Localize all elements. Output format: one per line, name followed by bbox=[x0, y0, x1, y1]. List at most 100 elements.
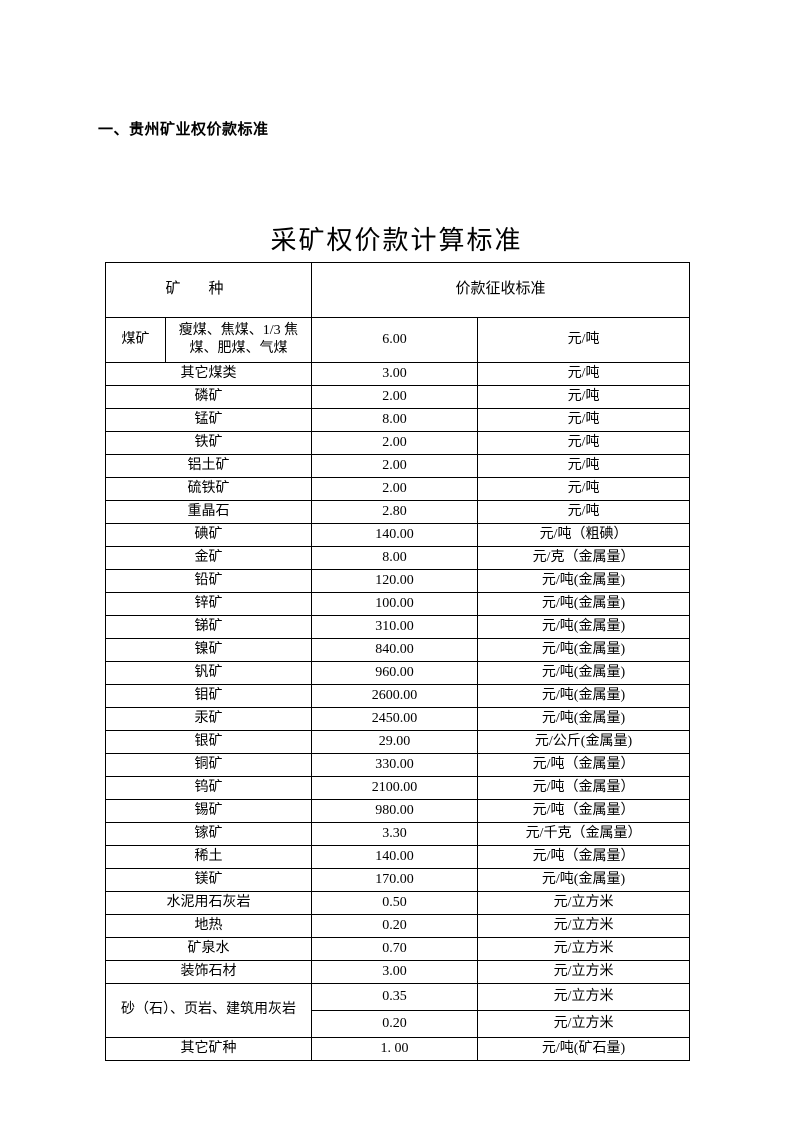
header-mineral: 矿种 bbox=[106, 263, 312, 318]
mineral-cell: 矿泉水 bbox=[106, 938, 312, 961]
value-cell: 1. 00 bbox=[312, 1038, 478, 1061]
table-row: 砂（石）、页岩、建筑用灰岩 0.35 元/立方米 bbox=[106, 984, 690, 1011]
header-mineral-char2: 种 bbox=[209, 281, 252, 297]
mineral-cell: 镁矿 bbox=[106, 869, 312, 892]
header-mineral-char1: 矿 bbox=[165, 281, 208, 297]
mineral-cell: 钨矿 bbox=[106, 777, 312, 800]
unit-cell: 元/立方米 bbox=[478, 961, 690, 984]
mineral-cell: 锰矿 bbox=[106, 409, 312, 432]
table-row: 铝土矿2.00元/吨 bbox=[106, 455, 690, 478]
value-cell: 330.00 bbox=[312, 754, 478, 777]
unit-cell: 元/吨 bbox=[478, 432, 690, 455]
value-cell: 0.50 bbox=[312, 892, 478, 915]
value-cell: 3.30 bbox=[312, 823, 478, 846]
table-row: 汞矿2450.00元/吨(金属量) bbox=[106, 708, 690, 731]
mineral-cell: 地热 bbox=[106, 915, 312, 938]
value-cell: 2.00 bbox=[312, 432, 478, 455]
mineral-cell: 镓矿 bbox=[106, 823, 312, 846]
value-cell: 0.70 bbox=[312, 938, 478, 961]
table-row: 金矿8.00元/克（金属量） bbox=[106, 547, 690, 570]
value-cell: 2.00 bbox=[312, 386, 478, 409]
unit-cell: 元/吨 bbox=[478, 455, 690, 478]
unit-cell: 元/吨 bbox=[478, 478, 690, 501]
table-row: 钨矿2100.00元/吨（金属量） bbox=[106, 777, 690, 800]
value-cell: 0.20 bbox=[312, 915, 478, 938]
unit-cell: 元/吨（金属量） bbox=[478, 754, 690, 777]
table-row: 锡矿980.00元/吨（金属量） bbox=[106, 800, 690, 823]
value-cell: 2.80 bbox=[312, 501, 478, 524]
table-row: 银矿29.00元/公斤(金属量) bbox=[106, 731, 690, 754]
mineral-cell: 镍矿 bbox=[106, 639, 312, 662]
table-row: 装饰石材3.00元/立方米 bbox=[106, 961, 690, 984]
value-cell: 2.00 bbox=[312, 455, 478, 478]
sand-label: 砂（石）、页岩、建筑用灰岩 bbox=[106, 984, 312, 1038]
mineral-cell: 其它矿种 bbox=[106, 1038, 312, 1061]
table-row: 镓矿3.30元/千克（金属量） bbox=[106, 823, 690, 846]
coal-unit: 元/吨 bbox=[478, 318, 690, 363]
value-cell: 140.00 bbox=[312, 846, 478, 869]
table-row: 水泥用石灰岩0.50元/立方米 bbox=[106, 892, 690, 915]
table-row: 稀土140.00元/吨（金属量） bbox=[106, 846, 690, 869]
unit-cell: 元/吨(矿石量) bbox=[478, 1038, 690, 1061]
unit-cell: 元/公斤(金属量) bbox=[478, 731, 690, 754]
mineral-cell: 银矿 bbox=[106, 731, 312, 754]
value-cell: 170.00 bbox=[312, 869, 478, 892]
table-row: 镍矿840.00元/吨(金属量) bbox=[106, 639, 690, 662]
table-row: 钒矿960.00元/吨(金属量) bbox=[106, 662, 690, 685]
mineral-cell: 钼矿 bbox=[106, 685, 312, 708]
mineral-cell: 金矿 bbox=[106, 547, 312, 570]
mineral-cell: 硫铁矿 bbox=[106, 478, 312, 501]
unit-cell: 元/克（金属量） bbox=[478, 547, 690, 570]
table-row: 锰矿8.00元/吨 bbox=[106, 409, 690, 432]
table-row: 铁矿2.00元/吨 bbox=[106, 432, 690, 455]
unit-cell: 元/吨 bbox=[478, 386, 690, 409]
table-row: 锑矿310.00元/吨(金属量) bbox=[106, 616, 690, 639]
unit-cell: 元/吨（金属量） bbox=[478, 800, 690, 823]
unit-cell: 元/吨(金属量) bbox=[478, 593, 690, 616]
unit-cell: 元/立方米 bbox=[478, 892, 690, 915]
table-title: 采矿权价款计算标准 bbox=[0, 220, 793, 257]
mineral-cell: 钒矿 bbox=[106, 662, 312, 685]
value-cell: 310.00 bbox=[312, 616, 478, 639]
sand-value-0: 0.35 bbox=[312, 984, 478, 1011]
unit-cell: 元/吨 bbox=[478, 363, 690, 386]
table-row: 铜矿330.00元/吨（金属量） bbox=[106, 754, 690, 777]
unit-cell: 元/吨 bbox=[478, 501, 690, 524]
table-row: 钼矿2600.00元/吨(金属量) bbox=[106, 685, 690, 708]
coal-value: 6.00 bbox=[312, 318, 478, 363]
pricing-table: 矿种 价款征收标准 煤矿 瘦煤、焦煤、1/3 焦煤、肥煤、气煤 6.00 元/吨… bbox=[105, 262, 690, 1061]
mineral-cell: 汞矿 bbox=[106, 708, 312, 731]
unit-cell: 元/吨 bbox=[478, 409, 690, 432]
unit-cell: 元/吨（粗碘） bbox=[478, 524, 690, 547]
sand-unit-0: 元/立方米 bbox=[478, 984, 690, 1011]
table-row: 其它煤类3.00元/吨 bbox=[106, 363, 690, 386]
mineral-cell: 铜矿 bbox=[106, 754, 312, 777]
section-heading: 一、贵州矿业权价款标准 bbox=[98, 118, 269, 139]
mineral-cell: 稀土 bbox=[106, 846, 312, 869]
value-cell: 100.00 bbox=[312, 593, 478, 616]
mineral-cell: 重晶石 bbox=[106, 501, 312, 524]
coal-label: 煤矿 bbox=[106, 318, 166, 363]
unit-cell: 元/千克（金属量） bbox=[478, 823, 690, 846]
header-standard: 价款征收标准 bbox=[312, 263, 690, 318]
unit-cell: 元/吨（金属量） bbox=[478, 777, 690, 800]
sand-unit-1: 元/立方米 bbox=[478, 1011, 690, 1038]
value-cell: 980.00 bbox=[312, 800, 478, 823]
value-cell: 3.00 bbox=[312, 961, 478, 984]
value-cell: 2450.00 bbox=[312, 708, 478, 731]
sand-value-1: 0.20 bbox=[312, 1011, 478, 1038]
unit-cell: 元/吨(金属量) bbox=[478, 708, 690, 731]
coal-subtype: 瘦煤、焦煤、1/3 焦煤、肥煤、气煤 bbox=[166, 318, 312, 363]
value-cell: 840.00 bbox=[312, 639, 478, 662]
mineral-cell: 碘矿 bbox=[106, 524, 312, 547]
unit-cell: 元/吨(金属量) bbox=[478, 639, 690, 662]
table-row: 重晶石2.80元/吨 bbox=[106, 501, 690, 524]
mineral-cell: 铁矿 bbox=[106, 432, 312, 455]
table-row: 磷矿2.00元/吨 bbox=[106, 386, 690, 409]
value-cell: 120.00 bbox=[312, 570, 478, 593]
value-cell: 3.00 bbox=[312, 363, 478, 386]
value-cell: 960.00 bbox=[312, 662, 478, 685]
value-cell: 2100.00 bbox=[312, 777, 478, 800]
table-row: 锌矿100.00元/吨(金属量) bbox=[106, 593, 690, 616]
table-row: 铅矿120.00元/吨(金属量) bbox=[106, 570, 690, 593]
